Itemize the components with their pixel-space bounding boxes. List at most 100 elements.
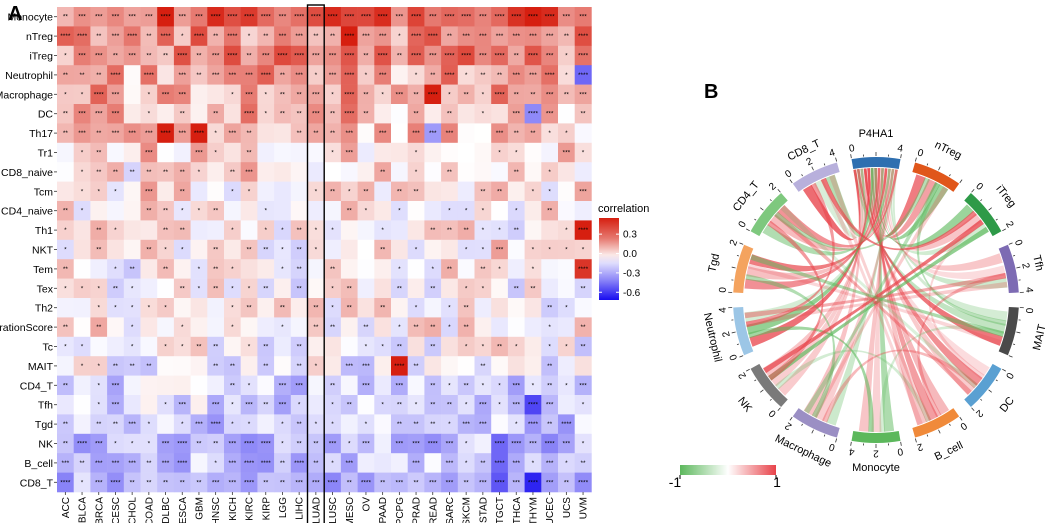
significance-stars: **** [361,14,372,21]
heatmap-cell [224,356,241,376]
significance-stars: * [131,344,134,351]
significance-stars: * [448,382,451,389]
heatmap-cell [290,65,308,85]
heatmap-cell [157,433,175,454]
heatmap-cell [290,259,308,279]
heatmap-cell [324,123,342,144]
chord-tick [731,331,736,334]
heatmap-cell [407,298,425,318]
heatmap-cell [257,123,275,144]
heatmap-cell [123,239,141,260]
significance-stars: *** [178,130,186,137]
heatmap-cell [424,356,442,376]
heatmap-cell [90,84,108,105]
heatmap-cell [357,65,375,85]
significance-stars: *** [112,130,120,137]
significance-stars: * [248,285,251,292]
heatmap-cell [90,472,108,493]
significance-stars: * [231,324,234,331]
heatmap-cell [207,84,225,105]
chord-sector-label: Macrophage [773,433,833,470]
heatmap-cell [73,7,91,27]
significance-stars: ** [430,402,436,409]
heatmap-cell [324,142,342,163]
heatmap-cell [73,414,91,435]
significance-stars: * [181,33,184,40]
heatmap-cell [491,472,509,493]
heatmap-cell [90,395,108,415]
heatmap-cell [274,317,292,338]
col-label: HNSC [211,497,222,523]
heatmap-cell [574,395,592,415]
significance-stars: ** [530,91,536,98]
chord-ribbon [749,168,888,272]
heatmap-cell [107,104,125,124]
heatmap-cell [524,104,542,124]
heatmap-cell [207,7,225,27]
significance-stars: * [181,247,184,254]
chord-tick [980,199,983,202]
heatmap-cell [324,65,342,85]
heatmap-cell [524,472,542,493]
heatmap-cell [173,433,191,454]
significance-stars: ** [213,208,219,215]
heatmap-cell [190,317,208,338]
heatmap-cell [107,181,125,202]
heatmap-cell [541,45,559,66]
heatmap-cell [257,65,275,85]
chord-ribbon [867,168,938,239]
heatmap-cell [240,472,258,493]
heatmap-cell [558,395,575,415]
chord-ribbon [774,177,930,251]
heatmap-cell [307,220,325,241]
heatmap-cell [407,433,425,454]
heatmap-cell [524,220,542,241]
heatmap-cell [424,220,442,241]
significance-stars: ** [414,188,420,195]
chord-tick [777,189,781,193]
significance-stars: ** [180,285,186,292]
chord-tick [789,179,793,184]
heatmap-cell [207,472,225,493]
significance-stars: *** [396,479,404,486]
col-label: CHOL [128,497,139,523]
significance-stars: **** [494,14,505,21]
heatmap-cell [57,45,74,66]
heatmap-cell [73,433,91,454]
significance-stars: ** [263,344,269,351]
heatmap-cell [457,123,475,144]
heatmap-cell [307,433,325,454]
significance-stars: **** [160,130,171,137]
significance-stars: ** [180,479,186,486]
heatmap-cell [207,65,225,85]
significance-stars: *** [563,441,571,448]
heatmap-cell [190,259,208,279]
significance-stars: ** [113,53,119,60]
heatmap-cell [73,239,91,260]
heatmap-cell [274,472,292,493]
heatmap-cell [441,414,459,435]
significance-stars: **** [411,14,422,21]
heatmap-cell [541,104,559,124]
significance-stars: *** [446,479,454,486]
heatmap-cell [357,472,375,493]
heatmap-cell [407,220,425,241]
heatmap-cell [424,181,442,202]
significance-stars: ** [180,227,186,234]
heatmap-cell [407,278,425,299]
heatmap-cell [507,414,525,435]
chord-sector-label: Tgd [706,252,722,273]
significance-stars: ** [230,363,236,370]
significance-stars: ** [414,421,420,428]
heatmap-cell [524,298,542,318]
heatmap-cell [207,259,225,279]
heatmap-cell [90,220,108,241]
heatmap-cell [290,181,308,202]
heatmap-cell [507,239,525,260]
heatmap-cell [541,65,559,85]
heatmap-cell [257,201,275,221]
heatmap-cell [257,433,275,454]
heatmap-cell [374,26,392,47]
heatmap-cell [524,336,542,357]
col-label: PRAD [412,497,423,523]
